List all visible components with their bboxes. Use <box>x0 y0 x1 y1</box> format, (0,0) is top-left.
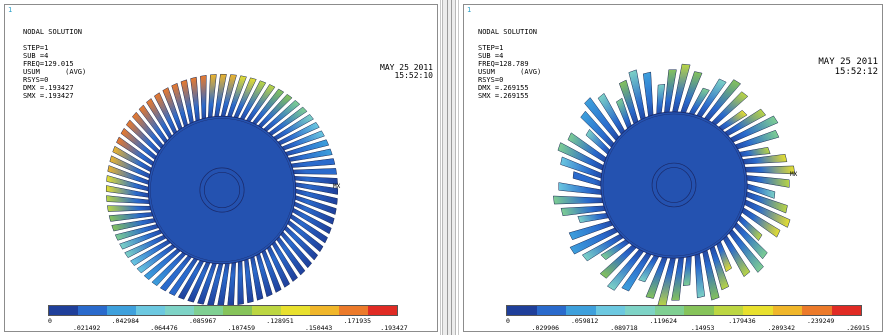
right-date: MAY 25 2011 <box>818 57 878 67</box>
right-gear-contour-plot <box>553 63 795 307</box>
right-plot-frame: 1 NODAL SOLUTION STEP=1 SUB =4 FREQ=128.… <box>463 4 883 332</box>
legend-label-top: .042984 <box>111 317 140 325</box>
left-date: MAY 25 2011 <box>380 63 433 72</box>
right-rsys: RSYS=0 <box>478 76 504 84</box>
legend-label-bottom: .26915 <box>846 324 870 332</box>
legend-label-bottom: .107459 <box>227 324 256 332</box>
left-gear-contour-plot <box>105 73 339 307</box>
legend-swatch <box>223 306 252 315</box>
legend-swatch <box>310 306 339 315</box>
legend-label-bottom: .193427 <box>380 324 408 332</box>
legend-swatch <box>625 306 655 315</box>
left-plot-frame: 1 NODAL SOLUTION STEP=1 SUB =4 FREQ=129.… <box>4 4 438 332</box>
right-dmx: DMX =.269155 <box>478 84 529 92</box>
legend-label-top: .128951 <box>266 317 294 325</box>
right-sub: SUB =4 <box>478 52 504 60</box>
left-mx-marker: MX <box>333 183 341 190</box>
right-time: 15:52:12 <box>834 67 878 77</box>
right-smx: SMX =.269155 <box>478 92 529 100</box>
legend-swatch <box>831 306 861 315</box>
legend-label-top: .239249 <box>806 317 835 325</box>
left-step: STEP=1 <box>23 44 49 52</box>
left-smx: SMX =.193427 <box>23 92 74 100</box>
legend-swatch <box>165 306 194 315</box>
left-dmx: DMX =.193427 <box>23 84 74 92</box>
legend-swatch <box>136 306 165 315</box>
legend-swatch <box>713 306 743 315</box>
right-graphics-window: 1 NODAL SOLUTION STEP=1 SUB =4 FREQ=128.… <box>458 0 885 335</box>
right-freq: FREQ=128.789 <box>478 60 529 68</box>
left-window-number: 1 <box>8 6 13 14</box>
right-mx-marker: MX <box>790 171 798 178</box>
right-step: STEP=1 <box>478 44 504 52</box>
legend-label-top: .085967 <box>188 317 217 325</box>
left-graphics-window: 1 NODAL SOLUTION STEP=1 SUB =4 FREQ=129.… <box>0 0 441 335</box>
legend-swatch <box>507 306 537 315</box>
left-freq: FREQ=129.015 <box>23 60 74 68</box>
left-contour-legend-bar <box>48 305 398 316</box>
right-window-number: 1 <box>467 6 472 14</box>
legend-swatch <box>595 306 625 315</box>
legend-swatch <box>772 306 802 315</box>
legend-label-bottom: .209342 <box>767 324 796 332</box>
legend-label-bottom: .14953 <box>690 324 715 332</box>
right-title: NODAL SOLUTION <box>478 28 538 36</box>
legend-swatch <box>107 306 136 315</box>
legend-swatch <box>78 306 107 315</box>
legend-swatch <box>536 306 566 315</box>
left-title: NODAL SOLUTION <box>23 28 83 36</box>
left-time: 15:52:10 <box>394 71 433 80</box>
right-usum: USUM (AVG) <box>478 68 542 76</box>
legend-swatch <box>368 306 397 315</box>
legend-label-top: 0 <box>48 317 52 325</box>
legend-swatch <box>684 306 714 315</box>
legend-swatch <box>743 306 773 315</box>
legend-swatch <box>194 306 223 315</box>
right-contour-legend-bar <box>506 305 862 316</box>
legend-label-bottom: .029906 <box>531 324 560 332</box>
legend-label-top: .179436 <box>728 317 756 325</box>
legend-label-top: 0 <box>506 317 510 325</box>
legend-swatch <box>654 306 684 315</box>
legend-swatch <box>566 306 596 315</box>
legend-label-top: .171935 <box>343 317 372 325</box>
legend-label-bottom: .089718 <box>610 324 638 332</box>
legend-swatch <box>281 306 310 315</box>
legend-label-top: .059812 <box>570 317 599 325</box>
legend-label-bottom: .021492 <box>72 324 101 332</box>
legend-swatch <box>49 306 78 315</box>
left-usum: USUM (AVG) <box>23 68 87 76</box>
legend-label-bottom: .064476 <box>150 324 178 332</box>
legend-swatch <box>802 306 832 315</box>
legend-label-top: .119624 <box>649 317 678 325</box>
window-splitter[interactable] <box>442 0 456 335</box>
legend-label-bottom: .150443 <box>304 324 333 332</box>
left-rsys: RSYS=0 <box>23 76 49 84</box>
legend-swatch <box>339 306 368 315</box>
legend-swatch <box>252 306 281 315</box>
left-sub: SUB =4 <box>23 52 49 60</box>
